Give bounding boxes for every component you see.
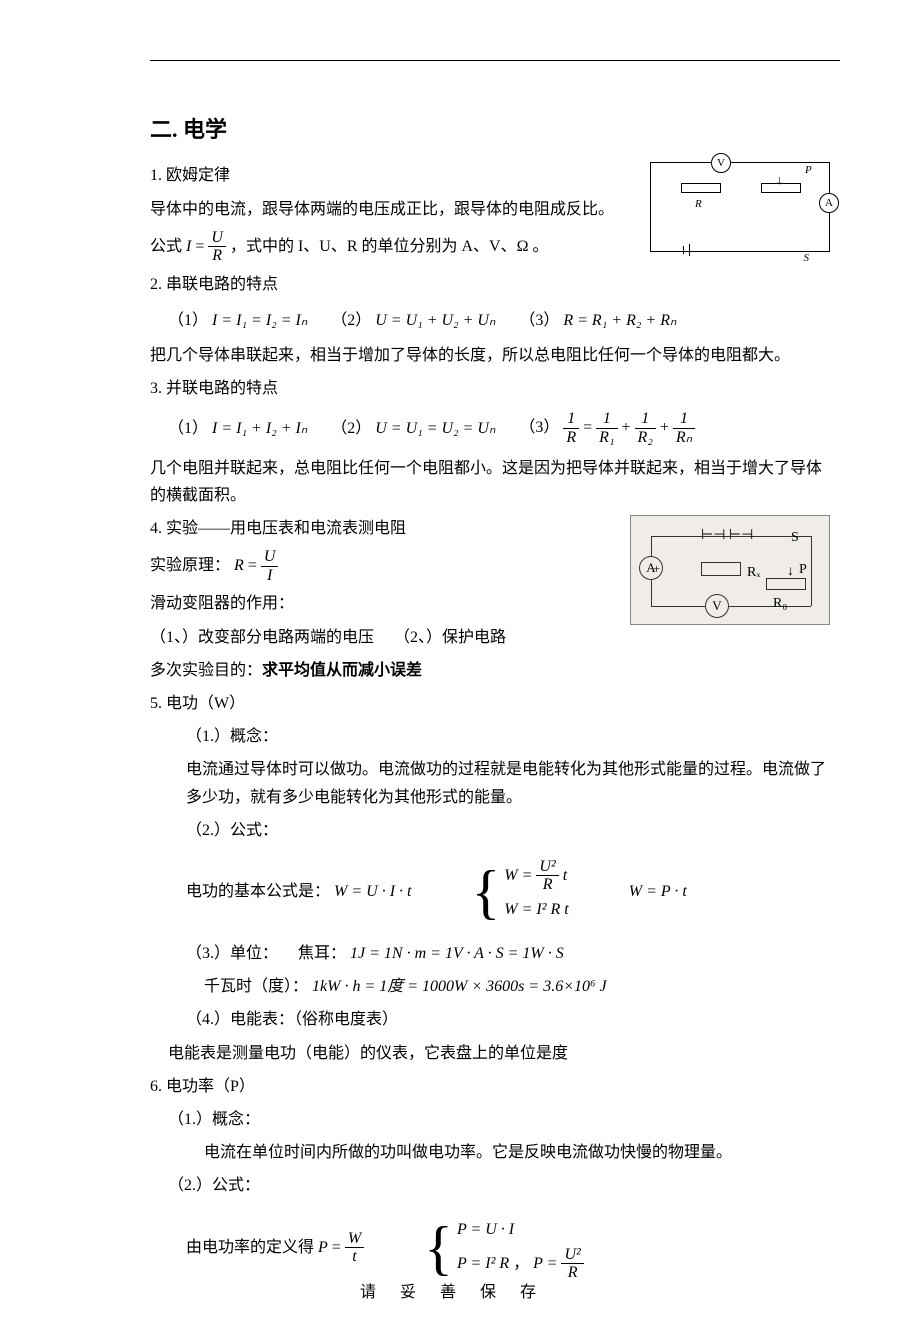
s5-formula-right: W = P · t bbox=[629, 878, 687, 905]
rheostat-arrow-icon: ↓ bbox=[776, 169, 783, 191]
s5-c2-label: （2.）公式： bbox=[150, 817, 830, 844]
s2-desc: 把几个导体串联起来，相当于增加了导体的长度，所以总电阻比任何一个导体的电阻都大。 bbox=[150, 342, 830, 369]
slider-arrow-icon: ↓ bbox=[787, 560, 794, 584]
s5-brace-group: { W = U²R t W = I² R t bbox=[471, 858, 568, 926]
s6-c1-text: 电流在单位时间内所做的功叫做电功率。它是反映电流做功快慢的物理量。 bbox=[150, 1139, 830, 1166]
s5-c4-text: 电能表是测量电功（电能）的仪表，它表盘上的单位是度 bbox=[150, 1040, 830, 1067]
s6-heading: 6. 电功率（P） bbox=[150, 1073, 830, 1100]
fraction-W-over-t: W t bbox=[345, 1230, 364, 1266]
s5-c1-text: 电流通过导体时可以做功。电流做功的过程就是电能转化为其他形式能量的过程。电流做了… bbox=[150, 756, 830, 810]
s6-brace-group: { P = U · I P = I² R ， P = U²R bbox=[424, 1214, 584, 1282]
s3-heading: 3. 并联电路的特点 bbox=[150, 375, 830, 402]
s5-c3: （3.）单位： 焦耳： 1J = 1N · m = 1V · A · S = 1… bbox=[150, 940, 830, 967]
voltmeter-icon: V bbox=[711, 153, 731, 173]
battery-icon bbox=[681, 244, 697, 256]
s2-heading: 2. 串联电路的特点 bbox=[150, 271, 830, 298]
battery-icon: ⊢⊣ ⊢⊣ bbox=[701, 524, 753, 548]
s5-kwh: 千瓦时（度）： 1kW · h = 1度 = 1000W × 3600s = 3… bbox=[150, 973, 830, 1000]
s2-equations: （1） I = I₁ = I₂ = Iₙ （2） U = U₁ + U₂ + U… bbox=[168, 306, 830, 334]
circuit-diagram-2: A V Rₓ R₀ ↓ P S ⊢⊣ ⊢⊣ + bbox=[630, 515, 830, 625]
s5-heading: 5. 电功（W） bbox=[150, 690, 830, 717]
s5-formula-row: 电功的基本公式是： W = U · I · t { W = U²R t W = … bbox=[150, 858, 830, 926]
s4-rheo-items: （1、）改变部分电路两端的电压 （2、）保护电路 bbox=[150, 624, 830, 651]
s6-c2-label: （2.）公式： bbox=[150, 1172, 830, 1199]
voltmeter-icon: V bbox=[705, 594, 729, 618]
fraction-U-over-R: U R bbox=[208, 229, 226, 265]
fraction-U-over-I: U I bbox=[261, 548, 279, 584]
s3-equations: （1） I = I₁ + I₂ + Iₙ （2） U = U₁ = U₂ = U… bbox=[168, 410, 830, 446]
circuit-diagram-1: V A R ↓ P S bbox=[650, 162, 830, 252]
s4-multi: 多次实验目的：求平均值从而减小误差 bbox=[150, 657, 830, 684]
left-brace-icon: { bbox=[471, 865, 500, 919]
resistor-rx-icon bbox=[701, 562, 741, 576]
ammeter-icon: A bbox=[819, 193, 839, 213]
s6-c1-label: （1.）概念： bbox=[150, 1106, 830, 1133]
s5-c4-label: （4.）电能表：（俗称电度表） bbox=[150, 1006, 830, 1033]
s3-desc: 几个电阻并联起来，总电阻比任何一个电阻都小。这是因为把导体并联起来，相当于增大了… bbox=[150, 455, 830, 509]
top-horizontal-rule bbox=[150, 60, 840, 61]
left-brace-icon: { bbox=[424, 1221, 453, 1275]
resistor-icon bbox=[681, 183, 721, 193]
s6-formula-row: 由电功率的定义得 P = W t { P = U · I P = I² R ， … bbox=[150, 1214, 830, 1282]
s3-fraction-eq: （3） 1R = 1R₁ + 1R₂ + 1Rₙ bbox=[519, 410, 695, 446]
s5-c1-label: （1.）概念： bbox=[150, 723, 830, 750]
section-title: 二. 电学 bbox=[150, 111, 830, 148]
